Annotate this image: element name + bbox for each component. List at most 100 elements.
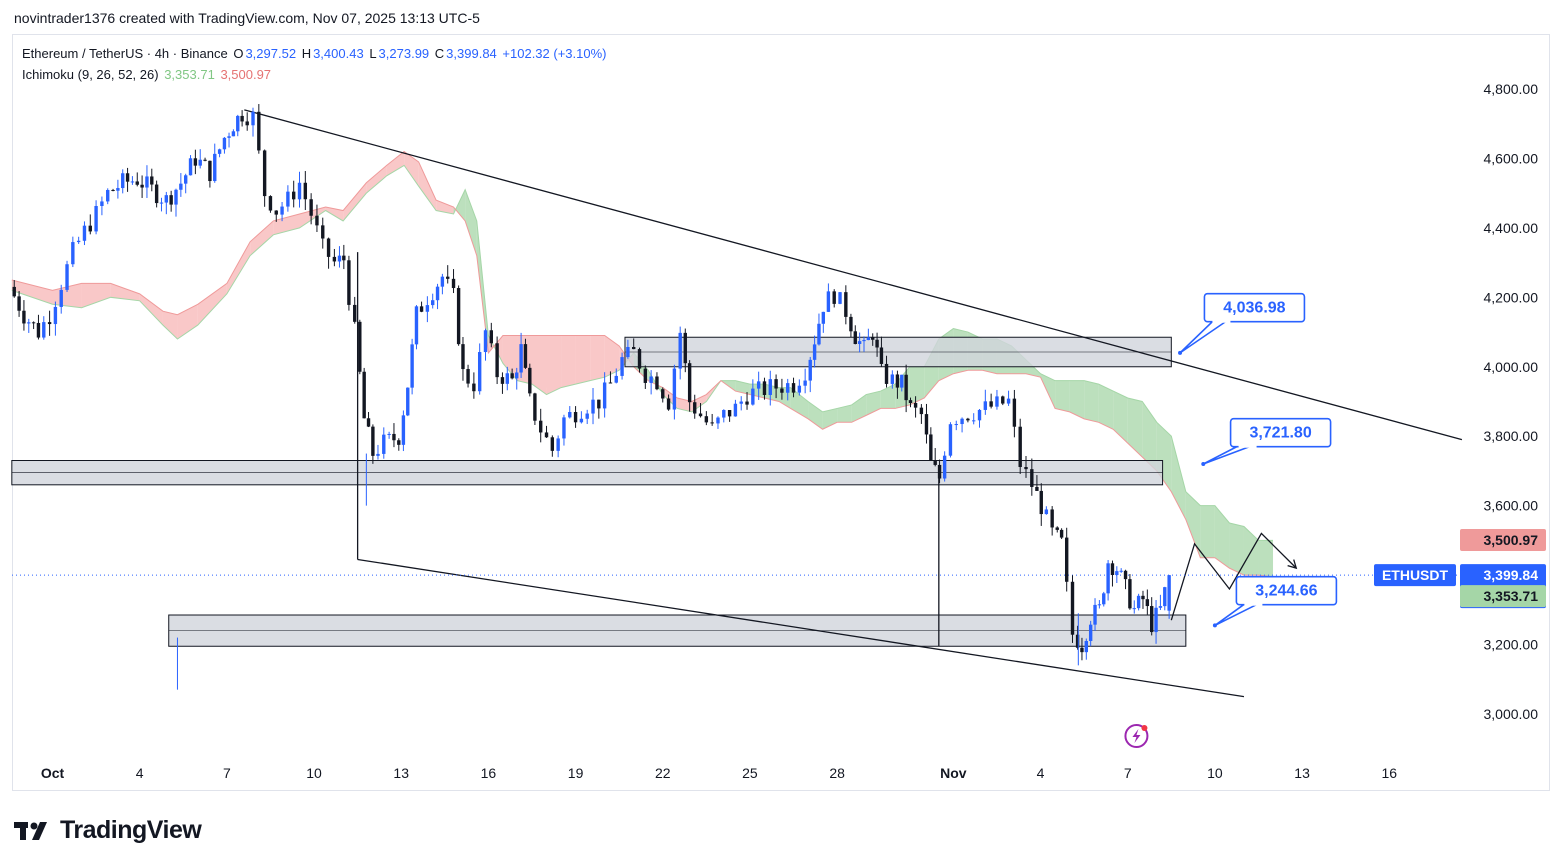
candle-body — [1080, 647, 1084, 653]
candle-body — [419, 306, 424, 312]
symbol-name[interactable]: Ethereum / TetherUS · 4h · Binance — [22, 46, 228, 61]
symbol-legend[interactable]: Ethereum / TetherUS · 4h · Binance O 3,29… — [22, 46, 608, 61]
candle-body — [672, 368, 677, 410]
ichimoku-cloud-segment — [465, 189, 477, 256]
candle-body — [966, 418, 970, 421]
candle-body — [100, 201, 104, 206]
callout-4036-gap — [1212, 318, 1231, 323]
ichimoku-cloud-segment — [575, 335, 591, 385]
x-tick-label: 10 — [306, 765, 322, 781]
y-tick-label: 4,800.00 — [1484, 81, 1539, 97]
ichimoku-cloud-segment — [162, 311, 178, 339]
candle-body — [904, 374, 908, 401]
candle-body — [292, 191, 296, 200]
candle-body — [358, 321, 362, 372]
candle-body — [1001, 396, 1005, 404]
candle-body — [900, 374, 904, 388]
ichimoku-cloud-segment — [1142, 401, 1157, 471]
candle-body — [1084, 640, 1089, 653]
candle-body — [353, 304, 357, 322]
candle-body — [22, 310, 26, 324]
ichimoku-cloud-segment — [1055, 380, 1070, 412]
span-b-label: 3,500.97 — [1484, 532, 1539, 548]
candle-body — [745, 401, 749, 405]
indicator-legend[interactable]: Ichimoku (9, 26, 52, 26) 3,353.71 3,500.… — [22, 67, 273, 82]
ichimoku-cloud-segment — [1258, 540, 1274, 577]
candle-body — [76, 240, 81, 243]
candle-body — [756, 381, 761, 389]
candle-body — [1018, 426, 1022, 468]
candle-body — [942, 455, 947, 479]
candle-body — [614, 375, 618, 383]
high-value: 3,400.43 — [313, 46, 364, 61]
candle-body — [821, 311, 826, 324]
indicator-span-a-value: 3,353.71 — [164, 67, 215, 82]
ichimoku-span-b-line — [11, 150, 1274, 578]
candle-body — [751, 388, 755, 405]
candle-body — [154, 184, 159, 204]
candle-body — [1097, 604, 1102, 606]
candle-body — [42, 322, 46, 338]
candle-body — [59, 289, 63, 307]
candle-body — [727, 410, 732, 417]
candle-body — [47, 322, 52, 325]
candle-body — [1154, 607, 1158, 633]
candle-body — [27, 322, 31, 324]
candle-body — [371, 426, 375, 456]
ichimoku-cloud-segment — [866, 391, 881, 416]
ichimoku-cloud-segment — [488, 335, 503, 364]
candle-body — [1115, 571, 1119, 576]
projection-arrowhead — [1287, 559, 1298, 570]
candle-body — [435, 286, 440, 301]
candle-body — [716, 417, 720, 424]
ichimoku-cloud-segment — [880, 384, 896, 409]
y-tick-label: 4,200.00 — [1484, 289, 1539, 305]
candle-body — [533, 393, 537, 421]
x-tick-label: 13 — [1294, 765, 1310, 781]
candle-body — [556, 438, 560, 451]
candle-body — [466, 369, 470, 384]
upper-trendline — [244, 109, 1463, 441]
candle-body — [121, 173, 125, 189]
candle-body — [164, 195, 169, 203]
callout-3244-gap — [1244, 601, 1263, 606]
candle-body — [510, 373, 514, 379]
candle-body — [174, 189, 178, 205]
callout-4036-pointer — [1179, 318, 1232, 354]
candle-body — [125, 173, 130, 182]
callout-3244-anchor — [1212, 623, 1217, 628]
candle-body — [597, 399, 601, 409]
candle-body — [812, 344, 817, 360]
candle-body — [446, 276, 450, 279]
candle-body — [461, 344, 465, 370]
candle-body — [309, 199, 313, 216]
candle-body — [183, 175, 188, 184]
span-a-label: 3,353.71 — [1484, 588, 1539, 604]
notification-dot-icon — [1141, 725, 1148, 731]
ichimoku-cloud-segment — [1098, 384, 1114, 430]
x-tick-label: 4 — [136, 765, 144, 781]
ichimoku-cloud-segment — [325, 207, 344, 221]
candle-body — [376, 453, 380, 456]
y-tick-label: 4,000.00 — [1484, 359, 1539, 375]
tradingview-logo[interactable]: TradingView — [14, 816, 202, 845]
candle-body — [844, 292, 848, 317]
ichimoku-cloud-segment — [735, 380, 750, 395]
candle-body — [562, 417, 566, 439]
chart-frame[interactable] — [12, 34, 1550, 791]
indicator-name[interactable]: Ichimoku (9, 26, 52, 26) — [22, 67, 159, 82]
candle-body — [1141, 595, 1145, 600]
candle-body — [803, 380, 807, 386]
callout-3721-anchor — [1201, 461, 1206, 466]
callout-3244-box — [1235, 575, 1338, 606]
candle-body — [342, 255, 346, 261]
candle-body — [1110, 563, 1115, 576]
candle-body — [960, 418, 964, 425]
candle-body — [262, 150, 267, 197]
candle-body — [1093, 604, 1097, 625]
ichimoku-cloud-segment — [386, 151, 405, 176]
candle-body — [1070, 581, 1075, 635]
x-tick-label: 22 — [655, 765, 671, 781]
candle-body — [995, 396, 999, 407]
